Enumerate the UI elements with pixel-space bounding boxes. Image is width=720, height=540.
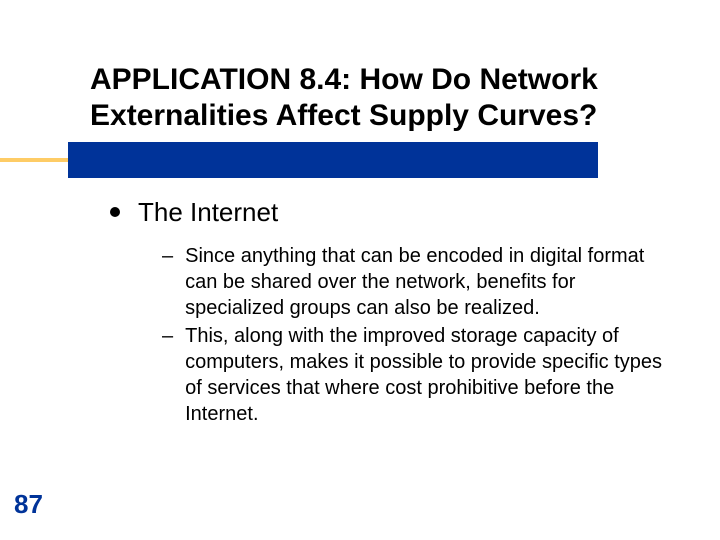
bullet-l2-text: This, along with the improved storage ca… [185, 323, 670, 427]
dash-icon: – [162, 323, 173, 349]
circle-bullet-icon [110, 207, 120, 217]
bullet-level2: – Since anything that can be encoded in … [162, 243, 670, 321]
bullet-level2: – This, along with the improved storage … [162, 323, 670, 427]
bullet-l1-text: The Internet [138, 196, 278, 229]
slide-container: APPLICATION 8.4: How Do Network External… [0, 0, 720, 540]
bullet-l2-text: Since anything that can be encoded in di… [185, 243, 670, 321]
level2-container: – Since anything that can be encoded in … [162, 243, 670, 427]
bullet-level1: The Internet [110, 196, 670, 229]
slide-title: APPLICATION 8.4: How Do Network External… [90, 62, 670, 134]
page-number: 87 [14, 489, 43, 520]
dash-icon: – [162, 243, 173, 269]
accent-bar [68, 142, 598, 178]
content-area: The Internet – Since anything that can b… [110, 196, 670, 429]
accent-underline [0, 158, 68, 162]
